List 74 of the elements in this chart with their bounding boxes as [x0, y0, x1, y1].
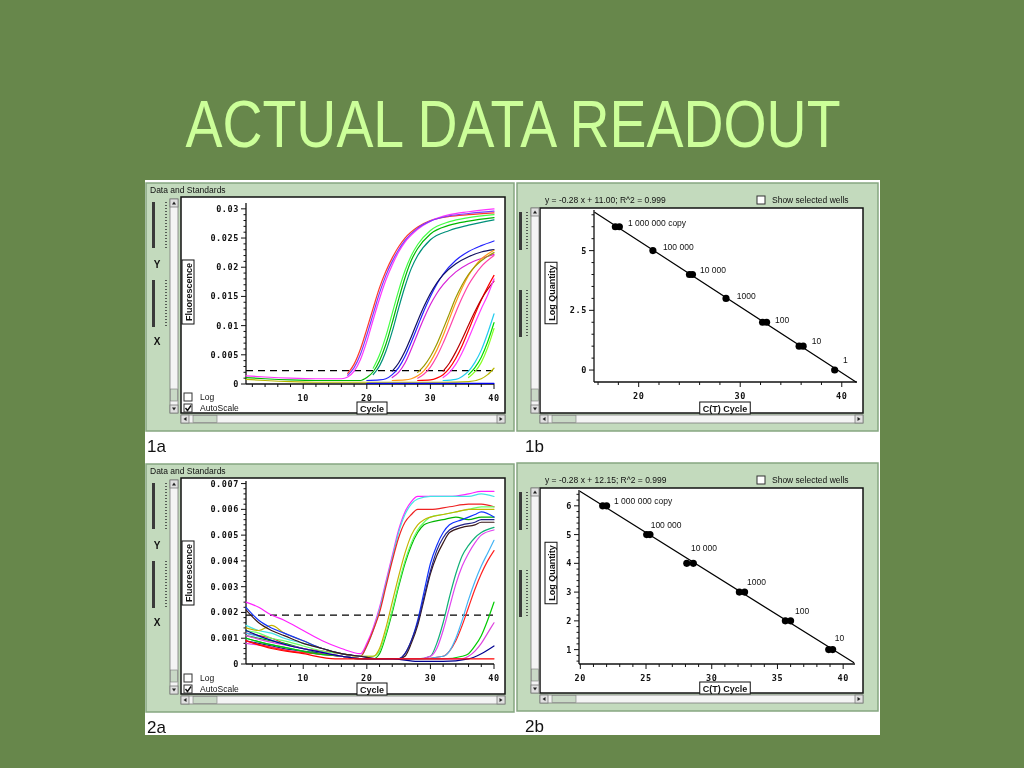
y-tick-label: 0.025 [210, 233, 239, 244]
y-tick-label: 0.005 [210, 530, 239, 541]
y-axis-title: Log Quantity [546, 265, 557, 321]
y-tick-label: 4 [566, 558, 572, 569]
text: Show selected wells [772, 195, 849, 205]
y-tick-label: 0.004 [210, 555, 239, 566]
x-tick-label: 40 [488, 673, 500, 683]
y-tick-label: 0.002 [210, 607, 239, 618]
y-tick-label: 0.01 [216, 320, 239, 331]
y-tick-label: 0.006 [210, 504, 239, 515]
text: ACTUAL DATA READOUT [185, 87, 841, 162]
y-tick-label: 6 [566, 500, 572, 511]
y-tick-label: 2 [566, 615, 572, 626]
text: 2a [147, 717, 167, 737]
annotation: 10 000 [699, 265, 727, 275]
annotation: 1 [842, 355, 848, 366]
annotation: 1000 [746, 577, 767, 588]
text: X [153, 616, 161, 628]
y-tick-label: 5 [566, 529, 572, 540]
annotation: 1000 [736, 291, 756, 302]
y-axis-title: Log Quantity [546, 545, 557, 601]
annotation: 100 000 [650, 519, 682, 530]
x-tick-label: 20 [361, 673, 373, 683]
y-tick-label: 1 [566, 644, 572, 655]
text: Log [200, 673, 215, 683]
x-tick-label: 40 [488, 393, 500, 403]
text: 1a [147, 436, 167, 456]
text: Log [200, 392, 215, 402]
text: Show selected wells [772, 475, 849, 485]
x-tick-label: 10 [297, 393, 309, 403]
y-tick-label: 2.5 [569, 305, 587, 316]
x-tick-label: 30 [706, 673, 718, 683]
x-tick-label: 35 [771, 673, 784, 683]
y-tick-label: 5 [581, 245, 587, 256]
x-tick-label: 10 [297, 673, 309, 683]
annotation: 1 000 000 copy [614, 495, 673, 506]
chart-title: Data and Standards [150, 466, 226, 476]
x-tick-label: 20 [632, 391, 645, 401]
text: AutoScale [200, 684, 240, 694]
y-tick-label: 0 [233, 379, 239, 389]
x-tick-label: 20 [574, 673, 587, 683]
chart-title: Data and Standards [150, 185, 226, 195]
x-tick-label: 30 [424, 393, 437, 403]
text: AutoScale [200, 403, 240, 413]
x-tick-label: 40 [836, 391, 848, 401]
text: 2b [525, 716, 544, 736]
y-tick-label: 0 [581, 365, 587, 376]
x-tick-label: 25 [640, 673, 652, 683]
y-tick-label: 3 [566, 587, 572, 598]
text: y = -0.28 x + 11.00; R^2 = 0.999 [545, 195, 667, 205]
annotation: 100 [794, 605, 810, 616]
text: X [153, 335, 161, 347]
y-tick-label: 0.001 [210, 633, 239, 644]
y-tick-label: 0.015 [210, 291, 239, 302]
x-tick-label: 40 [837, 673, 849, 683]
x-tick-label: 20 [361, 393, 373, 403]
text: 1b [525, 436, 544, 456]
y-tick-label: 0.03 [216, 203, 239, 214]
y-tick-label: 0.007 [210, 478, 239, 489]
annotation: 100 [774, 315, 790, 326]
text: Y [153, 258, 161, 270]
y-tick-label: 0.02 [216, 262, 239, 273]
text: y = -0.28 x + 12.15; R^2 = 0.999 [545, 475, 667, 485]
annotation: 1 000 000 copy [627, 217, 687, 228]
y-tick-label: 0.005 [210, 349, 239, 360]
y-tick-label: 0.003 [210, 581, 239, 592]
x-tick-label: 30 [734, 391, 746, 401]
y-tick-label: 0 [233, 659, 239, 669]
text: Y [153, 539, 161, 551]
annotation: 10 000 [691, 543, 718, 554]
annotation: 10 [811, 336, 822, 347]
annotation: 100 000 [662, 241, 694, 252]
x-tick-label: 30 [424, 673, 437, 683]
annotation: 10 [834, 632, 845, 643]
